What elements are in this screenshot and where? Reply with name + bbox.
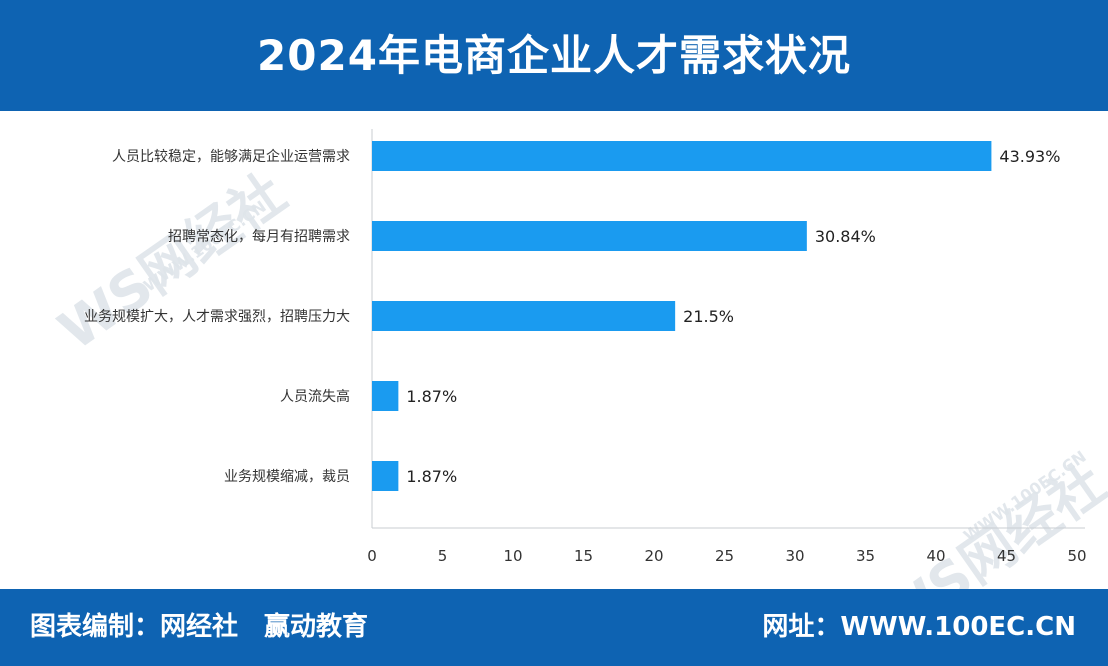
footer-credit: 图表编制：网经社 赢动教育 bbox=[30, 589, 394, 666]
footer-label: 图表编制：网经社 bbox=[30, 612, 239, 642]
x-tick-label: 45 bbox=[997, 547, 1016, 565]
category-label: 人员比较稳定，能够满足企业运营需求 bbox=[112, 148, 350, 165]
x-tick-label: 20 bbox=[644, 547, 663, 565]
data-label: 1.87% bbox=[406, 387, 457, 406]
bar bbox=[372, 301, 676, 331]
bar bbox=[372, 461, 399, 491]
x-tick-label: 40 bbox=[926, 547, 945, 565]
footer-site: 网址：WWW.100EC.CN bbox=[762, 612, 1076, 642]
footer-bar: 图表编制：网经社 赢动教育 网址：WWW.100EC.CN bbox=[0, 589, 1108, 666]
category-label: 人员流失高 bbox=[280, 388, 350, 405]
header-bar: 2024年电商企业人才需求状况 bbox=[0, 0, 1108, 111]
category-label: 招聘常态化，每月有招聘需求 bbox=[168, 229, 350, 245]
bar-chart: 0 5 10 15 20 25 30 35 40 45 50 人员比较稳定，能够满足企业运营需求 43.… bbox=[84, 129, 1087, 565]
category-label: 业务规模扩大，人才需求强烈，招聘压力大 bbox=[84, 309, 350, 325]
x-tick-label: 15 bbox=[574, 547, 593, 565]
x-tick-label: 10 bbox=[503, 547, 522, 565]
chart-title: 2024年电商企业人才需求状况 bbox=[257, 31, 851, 80]
bar bbox=[372, 221, 807, 251]
x-tick-label: 0 bbox=[367, 547, 377, 565]
data-label: 43.93% bbox=[999, 147, 1060, 166]
bar bbox=[372, 141, 992, 171]
x-tick-label: 25 bbox=[715, 547, 734, 565]
category-label: 业务规模缩减，裁员 bbox=[224, 469, 350, 485]
data-label: 30.84% bbox=[815, 227, 876, 246]
data-label: 1.87% bbox=[406, 467, 457, 486]
x-tick-label: 50 bbox=[1067, 547, 1086, 565]
x-tick-label: 5 bbox=[438, 547, 448, 565]
data-label: 21.5% bbox=[683, 307, 734, 326]
x-tick-label: 35 bbox=[856, 547, 875, 565]
footer-partner: 赢动教育 bbox=[264, 612, 369, 642]
bar bbox=[372, 381, 399, 411]
x-tick-label: 30 bbox=[785, 547, 804, 565]
